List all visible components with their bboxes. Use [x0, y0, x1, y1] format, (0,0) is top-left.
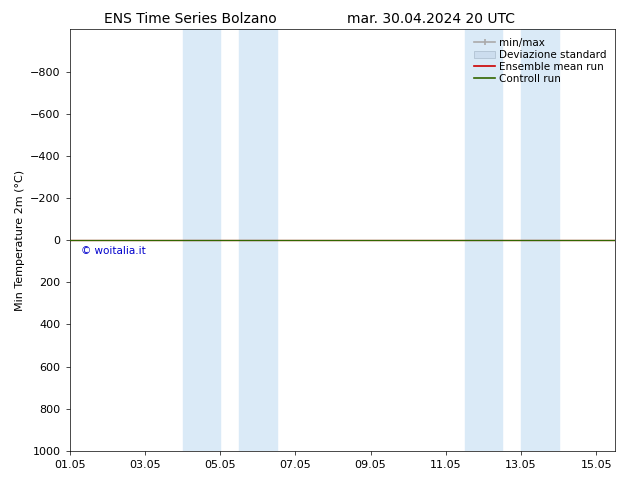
- Bar: [239, 29, 276, 451]
- Bar: [521, 29, 559, 451]
- Legend: min/max, Deviazione standard, Ensemble mean run, Controll run: min/max, Deviazione standard, Ensemble m…: [471, 35, 610, 87]
- Bar: [183, 29, 220, 451]
- Text: ENS Time Series Bolzano: ENS Time Series Bolzano: [104, 12, 276, 26]
- Text: © woitalia.it: © woitalia.it: [81, 246, 146, 256]
- Bar: [465, 29, 502, 451]
- Y-axis label: Min Temperature 2m (°C): Min Temperature 2m (°C): [15, 170, 25, 311]
- Text: mar. 30.04.2024 20 UTC: mar. 30.04.2024 20 UTC: [347, 12, 515, 26]
